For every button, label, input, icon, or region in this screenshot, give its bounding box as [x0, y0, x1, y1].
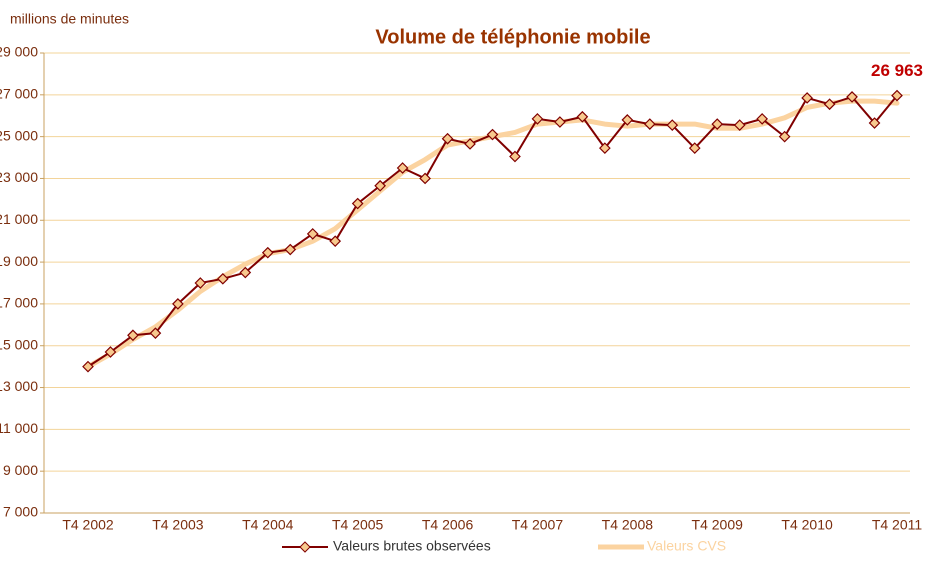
y-tick-label: 27 000 [0, 86, 38, 102]
y-tick-label: 21 000 [0, 211, 38, 227]
marker [756, 113, 769, 125]
x-tick-label: T4 2010 [781, 517, 833, 533]
legend-marker [299, 541, 311, 553]
marker [441, 132, 454, 145]
x-tick-label: T4 2011 [872, 517, 923, 533]
marker [82, 360, 94, 373]
y-tick-label: 23 000 [0, 169, 38, 185]
y-tick-label: 7 000 [3, 504, 38, 520]
marker [599, 142, 611, 154]
marker [351, 197, 364, 210]
marker [216, 272, 229, 285]
marker [576, 110, 589, 123]
y-axis-label: millions de minutes [10, 11, 129, 27]
marker [778, 130, 791, 143]
y-tick-label: 25 000 [0, 127, 38, 143]
marker [329, 235, 342, 248]
x-tick-label: T4 2007 [512, 517, 564, 533]
marker [194, 277, 207, 289]
marker [823, 98, 836, 111]
y-tick-label: 19 000 [0, 253, 38, 269]
x-tick-label: T4 2008 [602, 517, 654, 533]
marker [531, 113, 544, 125]
marker [127, 329, 139, 342]
legend-label: Valeurs brutes observées [333, 538, 491, 554]
marker [149, 327, 162, 340]
marker [666, 119, 679, 131]
marker [688, 142, 701, 154]
marker [284, 243, 297, 256]
marker [374, 179, 386, 192]
marker [801, 92, 813, 104]
marker [261, 246, 274, 259]
marker [509, 150, 521, 163]
marker [419, 172, 431, 185]
y-tick-label: 13 000 [0, 378, 38, 394]
y-tick-label: 9 000 [3, 462, 38, 478]
marker [868, 117, 881, 129]
marker [104, 346, 117, 358]
x-tick-label: T4 2009 [692, 517, 744, 533]
marker [733, 119, 746, 131]
chart-title: Volume de téléphonie mobile [375, 26, 650, 48]
x-tick-label: T4 2005 [332, 517, 384, 533]
marker [239, 266, 252, 279]
marker [464, 138, 476, 150]
marker [396, 162, 409, 174]
cvs-line [85, 98, 900, 370]
marker [891, 89, 903, 102]
marker [172, 298, 184, 310]
x-tick-label: T4 2003 [152, 517, 204, 533]
marker [643, 118, 656, 130]
legend-label: Valeurs CVS [647, 538, 726, 554]
marker [621, 114, 634, 126]
x-tick-label: T4 2004 [242, 517, 294, 533]
marker [486, 128, 499, 141]
marker [554, 116, 566, 128]
marker [846, 91, 858, 103]
x-tick-label: T4 2002 [62, 517, 114, 533]
data-label: 26 963 [871, 61, 923, 80]
x-tick-label: T4 2006 [422, 517, 474, 533]
y-tick-label: 17 000 [0, 295, 38, 311]
y-tick-label: 29 000 [0, 44, 38, 60]
marker [711, 118, 724, 130]
marker [306, 228, 319, 240]
y-tick-label: 11 000 [0, 420, 38, 436]
y-tick-label: 15 000 [0, 336, 38, 352]
